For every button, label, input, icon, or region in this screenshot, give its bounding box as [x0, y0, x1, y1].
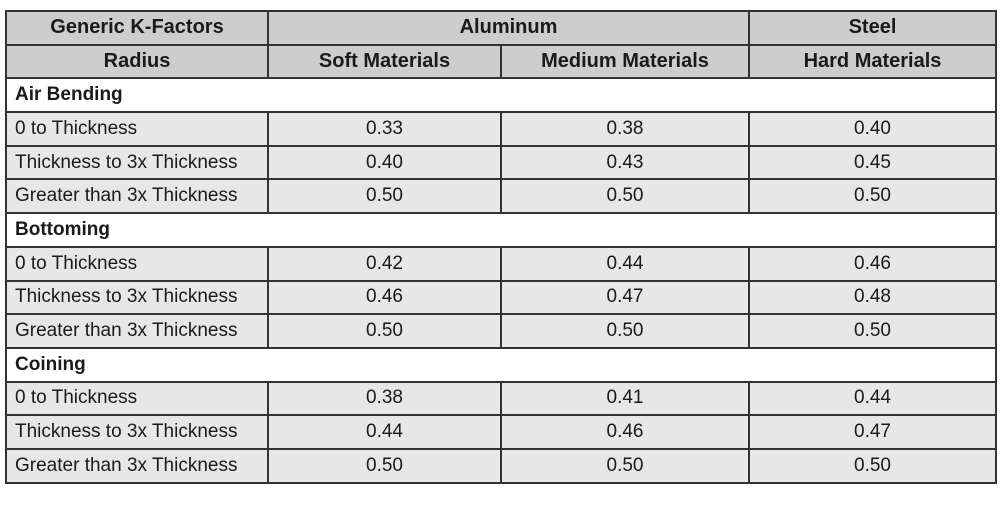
- row-label: 0 to Thickness: [5, 245, 269, 282]
- value-cell: 0.50: [267, 313, 502, 349]
- k-factor-table: Generic K-Factors Aluminum Steel Radius Soft…: [5, 10, 997, 484]
- header-row: Generic K-Factors Aluminum Steel: [5, 10, 997, 46]
- value-cell: 0.50: [500, 178, 750, 215]
- value-cell: 0.50: [267, 178, 502, 215]
- value-cell: 0.45: [748, 144, 997, 181]
- value-cell: 0.46: [267, 279, 502, 316]
- section-row: Air Bending: [5, 77, 997, 114]
- value-cell: 0.50: [500, 447, 750, 484]
- value-cell: 0.48: [748, 279, 997, 316]
- row-label: 0 to Thickness: [5, 380, 269, 417]
- header-cell: Soft Materials: [267, 43, 502, 80]
- value-cell: 0.38: [267, 380, 502, 417]
- table-body: Generic K-Factors Aluminum Steel Radius Soft…: [5, 10, 997, 484]
- value-cell: 0.50: [500, 313, 750, 349]
- row-label: 0 to Thickness: [5, 111, 269, 147]
- value-cell: 0.50: [748, 313, 997, 349]
- value-cell: 0.41: [500, 380, 750, 417]
- header-cell: Generic K-Factors: [5, 10, 269, 46]
- value-cell: 0.44: [267, 414, 502, 450]
- row-label: Thickness to 3x Thickness: [5, 144, 269, 181]
- value-cell: 0.40: [267, 144, 502, 181]
- value-cell: 0.46: [500, 414, 750, 450]
- data-row: Thickness to 3x Thickness 0.46 0.47 0.48: [5, 279, 997, 316]
- value-cell: 0.50: [748, 447, 997, 484]
- section-title: Coining: [5, 346, 997, 383]
- header-row: Radius Soft Materials Medium Materials Hard…: [5, 43, 997, 80]
- section-row: Bottoming: [5, 212, 997, 248]
- data-row: Greater than 3x Thickness 0.50 0.50 0.50: [5, 178, 997, 215]
- value-cell: 0.47: [500, 279, 750, 316]
- data-row: Thickness to 3x Thickness 0.44 0.46 0.47: [5, 414, 997, 450]
- data-row: 0 to Thickness 0.42 0.44 0.46: [5, 245, 997, 282]
- section-title: Air Bending: [5, 77, 997, 114]
- value-cell: 0.42: [267, 245, 502, 282]
- header-cell: Radius: [5, 43, 269, 80]
- value-cell: 0.50: [267, 447, 502, 484]
- row-label: Greater than 3x Thickness: [5, 178, 269, 215]
- value-cell: 0.44: [500, 245, 750, 282]
- section-title: Bottoming: [5, 212, 997, 248]
- data-row: 0 to Thickness 0.33 0.38 0.40: [5, 111, 997, 147]
- row-label: Greater than 3x Thickness: [5, 313, 269, 349]
- header-cell: Medium Materials: [500, 43, 750, 80]
- value-cell: 0.46: [748, 245, 997, 282]
- section-row: Coining: [5, 346, 997, 383]
- table-wrapper: Generic K-Factors Aluminum Steel Radius Soft…: [5, 10, 997, 484]
- header-cell: Steel: [748, 10, 997, 46]
- value-cell: 0.50: [748, 178, 997, 215]
- value-cell: 0.38: [500, 111, 750, 147]
- data-row: Thickness to 3x Thickness 0.40 0.43 0.45: [5, 144, 997, 181]
- value-cell: 0.40: [748, 111, 997, 147]
- row-label: Thickness to 3x Thickness: [5, 279, 269, 316]
- row-label: Thickness to 3x Thickness: [5, 414, 269, 450]
- header-cell: Aluminum: [267, 10, 750, 46]
- row-label: Greater than 3x Thickness: [5, 447, 269, 484]
- data-row: Greater than 3x Thickness 0.50 0.50 0.50: [5, 313, 997, 349]
- value-cell: 0.47: [748, 414, 997, 450]
- header-cell: Hard Materials: [748, 43, 997, 80]
- value-cell: 0.44: [748, 380, 997, 417]
- data-row: 0 to Thickness 0.38 0.41 0.44: [5, 380, 997, 417]
- value-cell: 0.33: [267, 111, 502, 147]
- value-cell: 0.43: [500, 144, 750, 181]
- data-row: Greater than 3x Thickness 0.50 0.50 0.50: [5, 447, 997, 484]
